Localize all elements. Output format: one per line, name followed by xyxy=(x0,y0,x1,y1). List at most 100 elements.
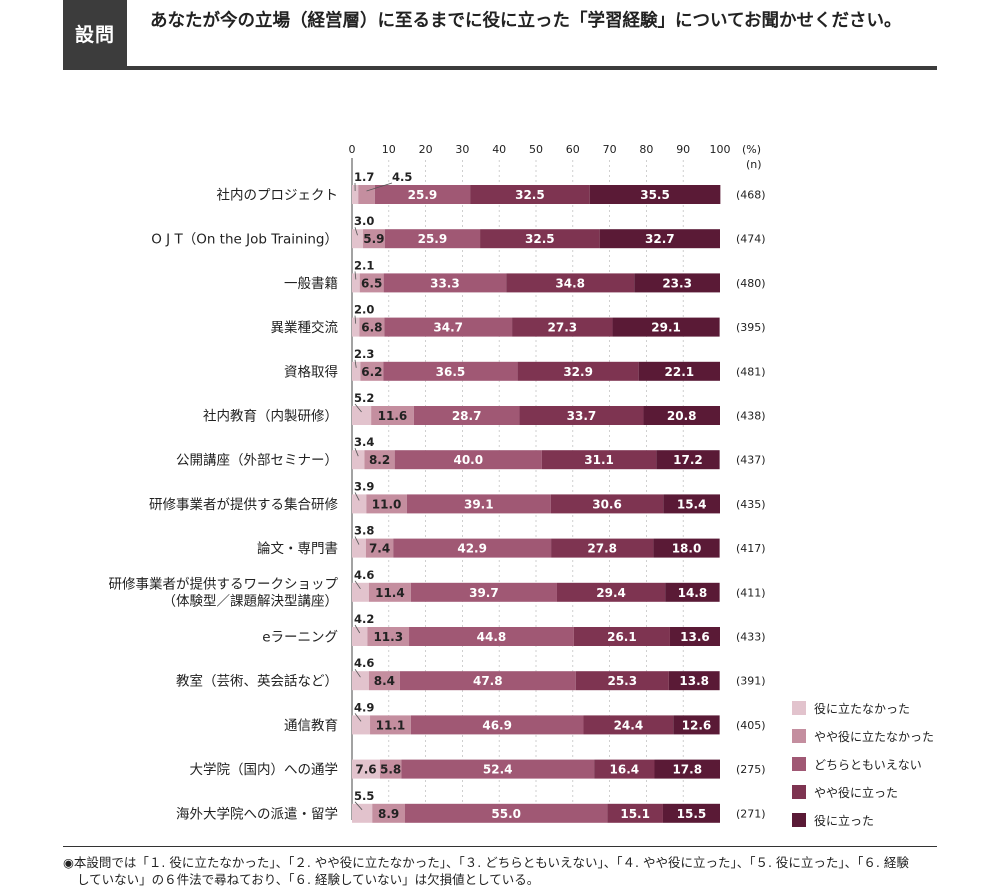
data-label: 11.6 xyxy=(378,409,408,423)
data-label: 18.0 xyxy=(672,542,702,556)
bar-segment xyxy=(665,582,720,602)
label-leader xyxy=(354,668,361,678)
bar-segment xyxy=(352,273,360,293)
data-label: 17.2 xyxy=(673,453,703,467)
bar-segment xyxy=(371,406,414,425)
data-label: 4.6 xyxy=(354,656,374,670)
data-label: 3.0 xyxy=(354,214,374,228)
data-label: 47.8 xyxy=(473,674,503,688)
data-label: 8.2 xyxy=(369,453,390,467)
data-label: 15.1 xyxy=(620,807,650,821)
data-label: 55.0 xyxy=(491,807,521,821)
bar-segment xyxy=(352,671,369,691)
data-label: 3.4 xyxy=(354,435,374,449)
data-label: 4.2 xyxy=(354,612,374,626)
bar-segment xyxy=(394,450,542,470)
data-label: 31.1 xyxy=(584,453,614,467)
legend-label: 役に立たなかった xyxy=(814,701,911,716)
data-label: 5.5 xyxy=(354,789,374,803)
legend-swatch xyxy=(792,729,806,743)
data-label: 15.5 xyxy=(677,807,707,821)
bar-segment xyxy=(654,759,720,779)
data-label: 36.5 xyxy=(436,365,466,379)
data-label: 7.6 xyxy=(355,763,376,777)
n-header-label: (n) xyxy=(746,158,762,171)
legend-item: やや役に立った xyxy=(792,778,934,806)
header-rule xyxy=(63,66,937,70)
bar-segment xyxy=(668,671,720,691)
data-label: 32.5 xyxy=(515,188,545,202)
label-leader xyxy=(354,580,361,590)
data-label: 22.1 xyxy=(665,365,695,379)
category-label: 社内のプロジェクト xyxy=(217,188,339,204)
bar-segment xyxy=(573,627,670,646)
legend-item: 役に立った xyxy=(792,806,934,834)
bar-segment xyxy=(583,715,674,735)
bar-segment xyxy=(506,273,635,293)
data-label: 15.4 xyxy=(677,497,707,511)
x-tick-label: 90 xyxy=(676,143,690,156)
legend: 役に立たなかった やや役に立たなかった どちらともいえない やや役に立った 役に立った xyxy=(792,694,934,834)
bar-segment xyxy=(404,803,608,823)
bar-segment xyxy=(643,406,720,425)
data-label: 8.4 xyxy=(374,674,395,688)
legend-item: やや役に立たなかった xyxy=(792,722,934,750)
data-label: 11.3 xyxy=(373,630,403,644)
category-label: 異業種交流 xyxy=(271,319,339,336)
bar-segment xyxy=(589,185,721,204)
label-leader xyxy=(354,448,359,457)
question-text: あなたが今の立場（経営層）に至るまでに役に立った「学習経験」についてお聞かせくだ… xyxy=(150,11,902,31)
data-label: 30.6 xyxy=(592,497,622,511)
label-leader xyxy=(354,536,360,545)
data-label: 13.6 xyxy=(680,630,710,644)
bar-segment xyxy=(599,229,720,249)
data-label: 3.9 xyxy=(354,479,374,493)
bar-segment xyxy=(653,538,720,558)
bar-segment xyxy=(364,450,395,470)
legend-swatch xyxy=(792,813,806,827)
bar-segment xyxy=(383,361,518,381)
bar-segment xyxy=(519,406,644,425)
data-label: 4.9 xyxy=(354,700,374,714)
data-label: 20.8 xyxy=(667,409,697,423)
category-label: 一般書籍 xyxy=(284,275,338,292)
data-label: 4.5 xyxy=(392,170,412,184)
question-label: 設問 xyxy=(63,0,127,66)
bar-segment xyxy=(480,229,600,249)
data-label: 25.9 xyxy=(408,188,438,202)
n-value: (437) xyxy=(736,454,766,467)
bar-segment xyxy=(352,582,369,602)
question-label-text: 設問 xyxy=(74,23,115,46)
category-label: 通信教育 xyxy=(284,718,338,734)
x-tick-label: 60 xyxy=(566,143,580,156)
data-label: 39.1 xyxy=(464,497,494,511)
x-tick-label: 100 xyxy=(710,143,731,156)
n-value: (435) xyxy=(736,498,766,511)
category-label: O J T（On the Job Training） xyxy=(151,232,338,248)
bar-segment xyxy=(638,361,720,381)
data-label: 11.4 xyxy=(375,586,405,600)
data-label: 16.4 xyxy=(610,763,640,777)
x-tick-label: 50 xyxy=(529,143,543,156)
data-label: 3.8 xyxy=(354,524,374,538)
data-label: 14.8 xyxy=(678,586,708,600)
bar-segment xyxy=(663,494,720,514)
data-label: 46.9 xyxy=(482,718,512,732)
bar-segment xyxy=(370,715,411,735)
legend-label: 役に立った xyxy=(814,813,875,828)
data-label: 11.0 xyxy=(372,497,402,511)
bar-segment xyxy=(374,185,471,204)
footnote: ◉本設問では「１. 役に立たなかった」、「２. やや役に立たなかった」、「３. … xyxy=(63,854,937,888)
x-tick-label: 80 xyxy=(639,143,653,156)
bar-segment xyxy=(551,538,654,558)
label-leader xyxy=(354,403,362,413)
n-value: (468) xyxy=(736,189,766,202)
note-divider xyxy=(63,846,937,847)
data-label: 11.1 xyxy=(376,718,406,732)
bar-segment xyxy=(352,538,366,558)
data-label: 35.5 xyxy=(640,188,670,202)
category-label: （体験型／課題解決型講座） xyxy=(163,593,339,609)
data-label: 6.2 xyxy=(361,365,382,379)
category-label: 教室（芸術、英会話など） xyxy=(176,673,338,690)
data-label: 29.4 xyxy=(596,586,626,600)
